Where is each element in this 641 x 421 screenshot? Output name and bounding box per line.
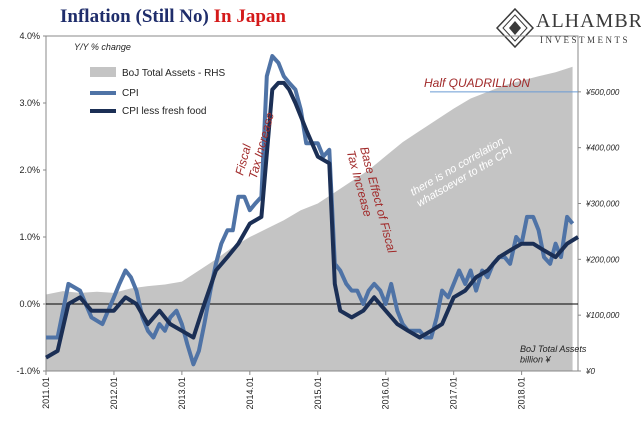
series-line-cpi (46, 54, 575, 367)
brand-logo-block: ALHAMBRA INVESTMENTS (496, 8, 641, 52)
x-tick-label: 2013.01 (177, 377, 187, 410)
y-right-tick-label: ¥500,000 (586, 88, 620, 97)
y-left-tick-label: 1.0% (19, 232, 40, 242)
series-line-cpi-less-fresh-food (44, 80, 580, 360)
legend-label-assets: BoJ Total Assets - RHS (122, 68, 226, 79)
y-left-tick-label: -1.0% (16, 366, 40, 376)
x-tick-label: 2011.01 (41, 377, 51, 409)
y-right-tick-label: ¥0 (586, 367, 595, 376)
y-right-tick-label: ¥200,000 (586, 255, 620, 264)
y-right-tick-label: ¥300,000 (586, 200, 620, 209)
x-tick-label: 2015.01 (313, 377, 323, 410)
annotation-half-quadrillion: Half QUADRILLION (424, 76, 530, 90)
brand-name: ALHAMBRA (536, 10, 641, 32)
legend-label-cpi: CPI (122, 88, 139, 99)
x-tick-label: 2014.01 (245, 377, 255, 410)
brand-subtitle: INVESTMENTS (540, 35, 630, 45)
chart-title: Inflation (Still No) In Japan (60, 6, 286, 28)
x-tick-label: 2018.01 (517, 377, 527, 410)
chart-title-part2: In Japan (213, 6, 286, 27)
y-left-axis-label: Y/Y % change (74, 42, 131, 52)
y-left-tick-label: 0.0% (19, 299, 40, 309)
y-right-tick-label: ¥400,000 (586, 144, 620, 153)
y-left-tick-label: 4.0% (19, 31, 40, 41)
legend: BoJ Total Assets - RHS CPI CPI less fresh … (90, 67, 226, 117)
chart-title-part1: Inflation (Still No) (60, 6, 209, 27)
y-right-axis-label: BoJ Total Assets billion ¥ (520, 344, 587, 364)
legend-swatch-assets (90, 67, 116, 77)
x-tick-label: 2017.01 (449, 377, 459, 410)
y-left-tick-label: 3.0% (19, 98, 40, 108)
alhambra-diamond-icon (496, 8, 534, 48)
x-tick-label: 2012.01 (109, 377, 119, 410)
legend-label-core-cpi: CPI less fresh food (122, 106, 206, 117)
y-right-tick-label: ¥100,000 (586, 311, 620, 320)
y-left-tick-label: 2.0% (19, 165, 40, 175)
annotation-fiscal-tax-increase: FiscalTax Increase (232, 107, 277, 180)
x-tick-label: 2016.01 (381, 377, 391, 410)
